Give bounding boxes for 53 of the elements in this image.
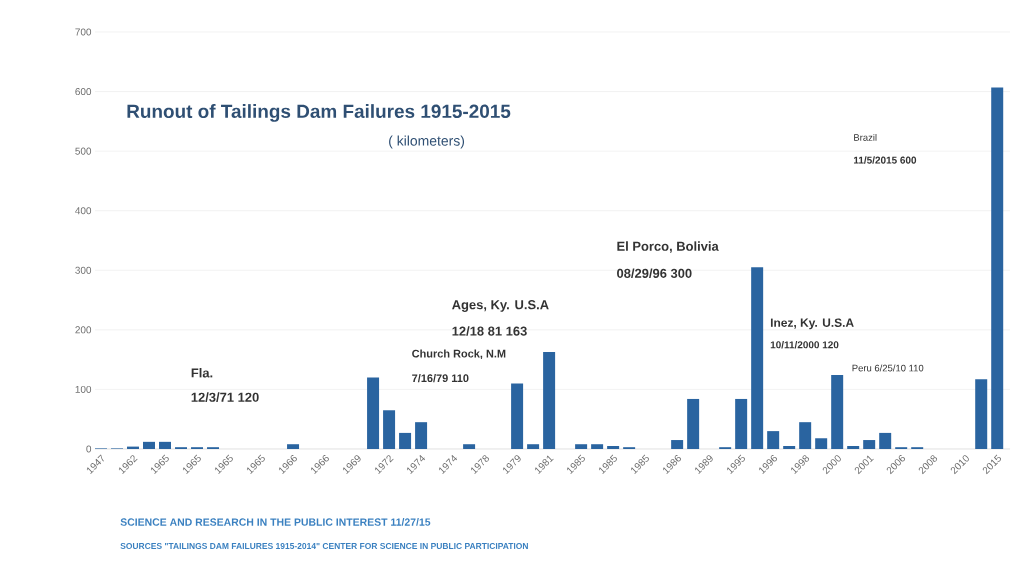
bar: [159, 441, 172, 449]
annotation: Inez, Ky. U.S.A: [770, 318, 854, 330]
y-tick-label: 700: [75, 28, 92, 36]
bar: [367, 377, 380, 449]
annotation: Peru 6/25/10 110: [852, 364, 924, 372]
bar: [879, 432, 892, 449]
bar: [847, 446, 860, 449]
annotation: Brazil: [854, 133, 877, 141]
annotation: Ages, Ky. U.S.A: [452, 300, 549, 312]
annotation: El Porco, Bolivia: [617, 241, 719, 253]
bar: [575, 444, 588, 449]
bar: [735, 398, 748, 449]
y-tick-label: 400: [75, 207, 92, 215]
bar: [463, 444, 476, 449]
bar: [527, 444, 540, 449]
annotation: 08/29/96 300: [617, 268, 692, 279]
annotation: 12/3/71 120: [191, 392, 259, 402]
bar: [767, 431, 780, 449]
bar: [863, 440, 876, 449]
bar: [831, 375, 844, 449]
text: ( kilometers): [389, 135, 465, 149]
bar: [975, 379, 988, 449]
bar: [511, 383, 524, 449]
source-note: SOURCES "TAILINGS DAM FAILURES 1915-2014" CENTER FOR SCIENCE IN PUBLIC PARTICIPATION: [120, 542, 528, 549]
annotation: Church Rock, N.M: [412, 349, 506, 360]
bar: [415, 422, 428, 449]
bar: [799, 422, 812, 449]
y-tick-label: 600: [75, 88, 92, 96]
bar: [607, 446, 620, 449]
annotation: 12/18 81 163: [452, 326, 527, 336]
y-tick-label: 100: [75, 385, 92, 393]
y-tick-label: 300: [75, 266, 92, 274]
bar: [991, 87, 1004, 449]
annotation: 11/5/2015 600: [854, 156, 917, 164]
y-tick-label: 200: [75, 326, 92, 334]
y-tick-label: 0: [86, 445, 92, 453]
bar: [543, 351, 556, 449]
bar: [671, 440, 684, 449]
annotation: 10/11/2000 120: [770, 341, 839, 349]
bar: [287, 444, 300, 449]
bar: [591, 444, 604, 449]
bar: [687, 398, 700, 449]
bar: [815, 438, 828, 449]
y-tick-label: 500: [75, 147, 92, 155]
annotation: 7/16/79 110: [412, 374, 469, 383]
annotation: Fla.: [191, 367, 213, 378]
bar: [383, 410, 396, 449]
bar: [399, 432, 412, 449]
text: Runout of Tailings Dam Failures 1915-2015: [127, 104, 511, 122]
bar: [751, 267, 764, 449]
bar: [783, 446, 796, 449]
text: SCIENCE AND RESEARCH IN THE PUBLIC INTEREST 11/27/15: [120, 518, 431, 526]
bar: [143, 441, 156, 449]
